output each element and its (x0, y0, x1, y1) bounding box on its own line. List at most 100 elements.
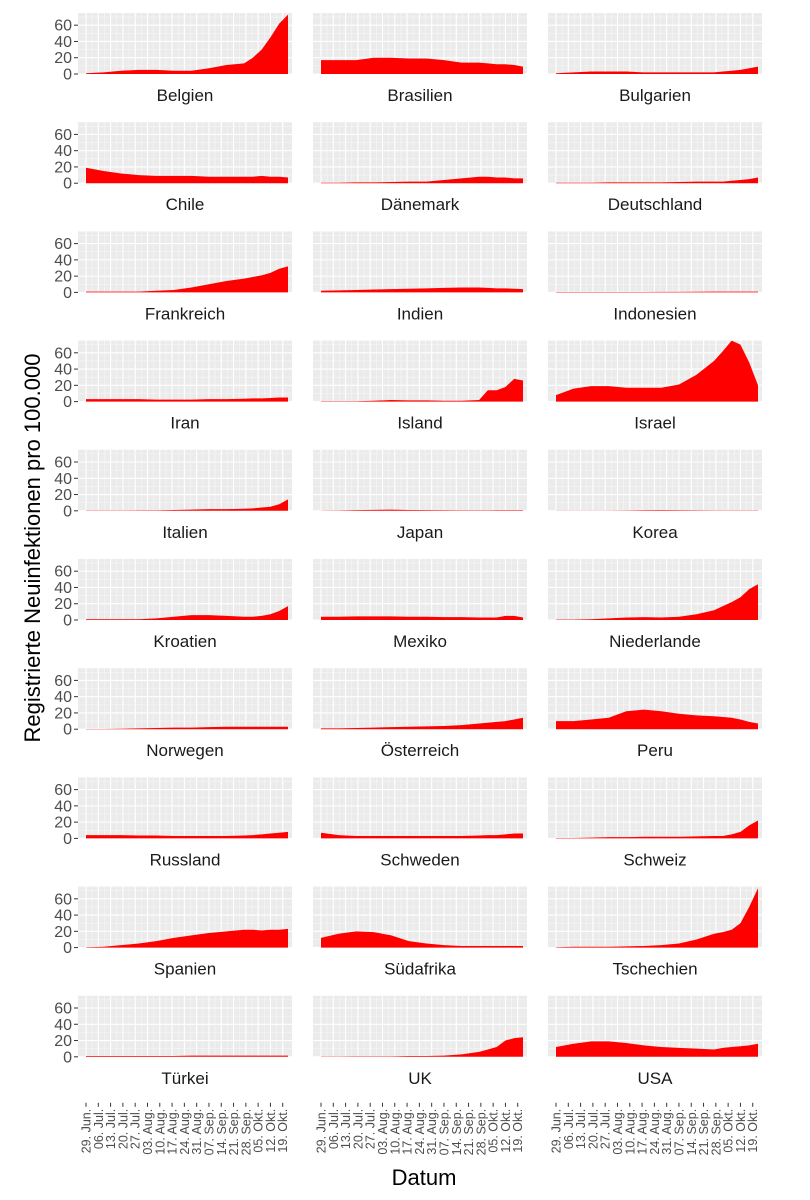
area-series (556, 340, 758, 402)
y-tick-label: 60 (54, 782, 72, 799)
facet-label: Brasilien (387, 86, 452, 105)
y-tick-label: 0 (63, 67, 72, 84)
y-tick-label: 0 (63, 831, 72, 848)
facet-panel: Chile (78, 122, 292, 214)
area-series (86, 726, 288, 730)
x-tick-label: 19. Okt. (511, 1109, 525, 1153)
y-tick-label: 60 (54, 891, 72, 908)
facet-label: Italien (162, 523, 207, 542)
x-tick-label: 20. Jul. (116, 1109, 130, 1149)
facet-label: Schweden (380, 850, 459, 869)
area-series (86, 606, 288, 620)
y-tick-label: 20 (54, 1033, 72, 1050)
y-tick-label: 20 (54, 378, 72, 395)
area-series (556, 291, 758, 293)
facet-label: Südafrika (384, 960, 456, 979)
facet-panel: UK (313, 995, 527, 1088)
x-tick-label: 14. Sep. (450, 1109, 464, 1156)
facet-panel: Bulgarien (548, 13, 762, 105)
x-tick-labels: 29. Jun.06. Jul.13. Jul.20. Jul.27. Jul.… (80, 1102, 760, 1156)
y-tick-label: 20 (54, 159, 72, 176)
facet-label: Österreich (381, 741, 459, 760)
panel-grid (78, 777, 292, 839)
panel-background (78, 995, 292, 1057)
area-series (556, 820, 758, 839)
facet-panel: Deutschland (548, 122, 762, 214)
y-tick-label: 40 (54, 143, 72, 160)
y-tick-label: 0 (63, 176, 72, 193)
panel-background (313, 122, 527, 184)
facet-label: Mexiko (393, 632, 447, 651)
facet-panel: Österreich (313, 668, 527, 760)
facet-label: Spanien (154, 960, 216, 979)
panel-grid (78, 995, 292, 1058)
x-tick-label: 27. Jul. (599, 1109, 613, 1149)
panel-background (78, 777, 292, 839)
facet-label: Bulgarien (619, 86, 691, 105)
x-tick-label: 17. Aug. (166, 1109, 180, 1155)
x-tick-label: 28. Sep. (474, 1109, 488, 1156)
panel-background (313, 668, 527, 730)
panel-grid (313, 449, 527, 512)
x-tick-label: 28. Sep. (709, 1109, 723, 1156)
area-series (321, 287, 523, 293)
facet-label: UK (408, 1069, 432, 1088)
x-tick-label: 17. Aug. (401, 1109, 415, 1155)
panel-grid (548, 449, 762, 512)
area-series (321, 509, 523, 511)
panel-background (548, 231, 762, 293)
panel-background (313, 449, 527, 511)
panel-background (313, 777, 527, 839)
y-tick-label: 20 (54, 269, 72, 286)
facet-label: Belgien (157, 86, 214, 105)
facet-panel: Belgien (78, 13, 292, 105)
area-series (556, 66, 758, 74)
area-series (556, 1041, 758, 1057)
panel-background (78, 668, 292, 730)
area-series (556, 584, 758, 620)
y-tick-label: 60 (54, 236, 72, 253)
facet-label: Israel (634, 414, 676, 433)
facet-label: Russland (150, 850, 221, 869)
facet-label: Kroatien (153, 632, 216, 651)
x-tick-label: 06. Jul. (92, 1109, 106, 1149)
facet-panel: Schweiz (548, 777, 762, 869)
x-tick-label: 07. Sep. (437, 1109, 451, 1156)
x-tick-label: 10. Aug. (153, 1109, 167, 1155)
x-tick-label: 05. Okt. (722, 1109, 736, 1153)
facet-panel: Mexiko (313, 559, 527, 651)
facet-panel: Korea (548, 449, 762, 542)
facet-panel: Brasilien (313, 13, 527, 105)
x-tick-label: 05. Okt. (487, 1109, 501, 1153)
facet-label: Indien (397, 304, 443, 323)
area-series (86, 499, 288, 511)
y-tick-label: 0 (63, 1049, 72, 1066)
facet-panel: Iran (78, 340, 292, 433)
facet-label: Türkei (161, 1069, 208, 1088)
x-tick-label: 17. Aug. (636, 1109, 650, 1155)
facet-label: Chile (166, 195, 205, 214)
x-tick-label: 24. Aug. (413, 1109, 427, 1155)
area-series (556, 510, 758, 511)
y-tick-label: 0 (63, 503, 72, 520)
y-tick-label: 60 (54, 455, 72, 472)
y-tick-labels: 0204060020406002040600204060020406002040… (54, 18, 78, 1066)
x-tick-label: 27. Jul. (129, 1109, 143, 1149)
x-tick-label: 29. Jun. (80, 1109, 94, 1153)
facet-panel: USA (548, 995, 762, 1088)
area-series (321, 176, 523, 184)
y-tick-label: 40 (54, 580, 72, 597)
area-series (86, 397, 288, 402)
x-tick-label: 21. Sep. (697, 1109, 711, 1156)
y-tick-label: 60 (54, 564, 72, 581)
x-tick-label: 10. Aug. (623, 1109, 637, 1155)
area-series (321, 931, 523, 948)
x-tick-label: 29. Jun. (550, 1109, 564, 1153)
x-tick-label: 12. Okt. (499, 1109, 513, 1153)
panel-background (548, 13, 762, 74)
y-tick-label: 20 (54, 924, 72, 941)
y-tick-label: 20 (54, 596, 72, 613)
x-tick-label: 19. Okt. (276, 1109, 290, 1153)
x-tick-label: 13. Jul. (574, 1109, 588, 1149)
x-tick-label: 29. Jun. (315, 1109, 329, 1153)
